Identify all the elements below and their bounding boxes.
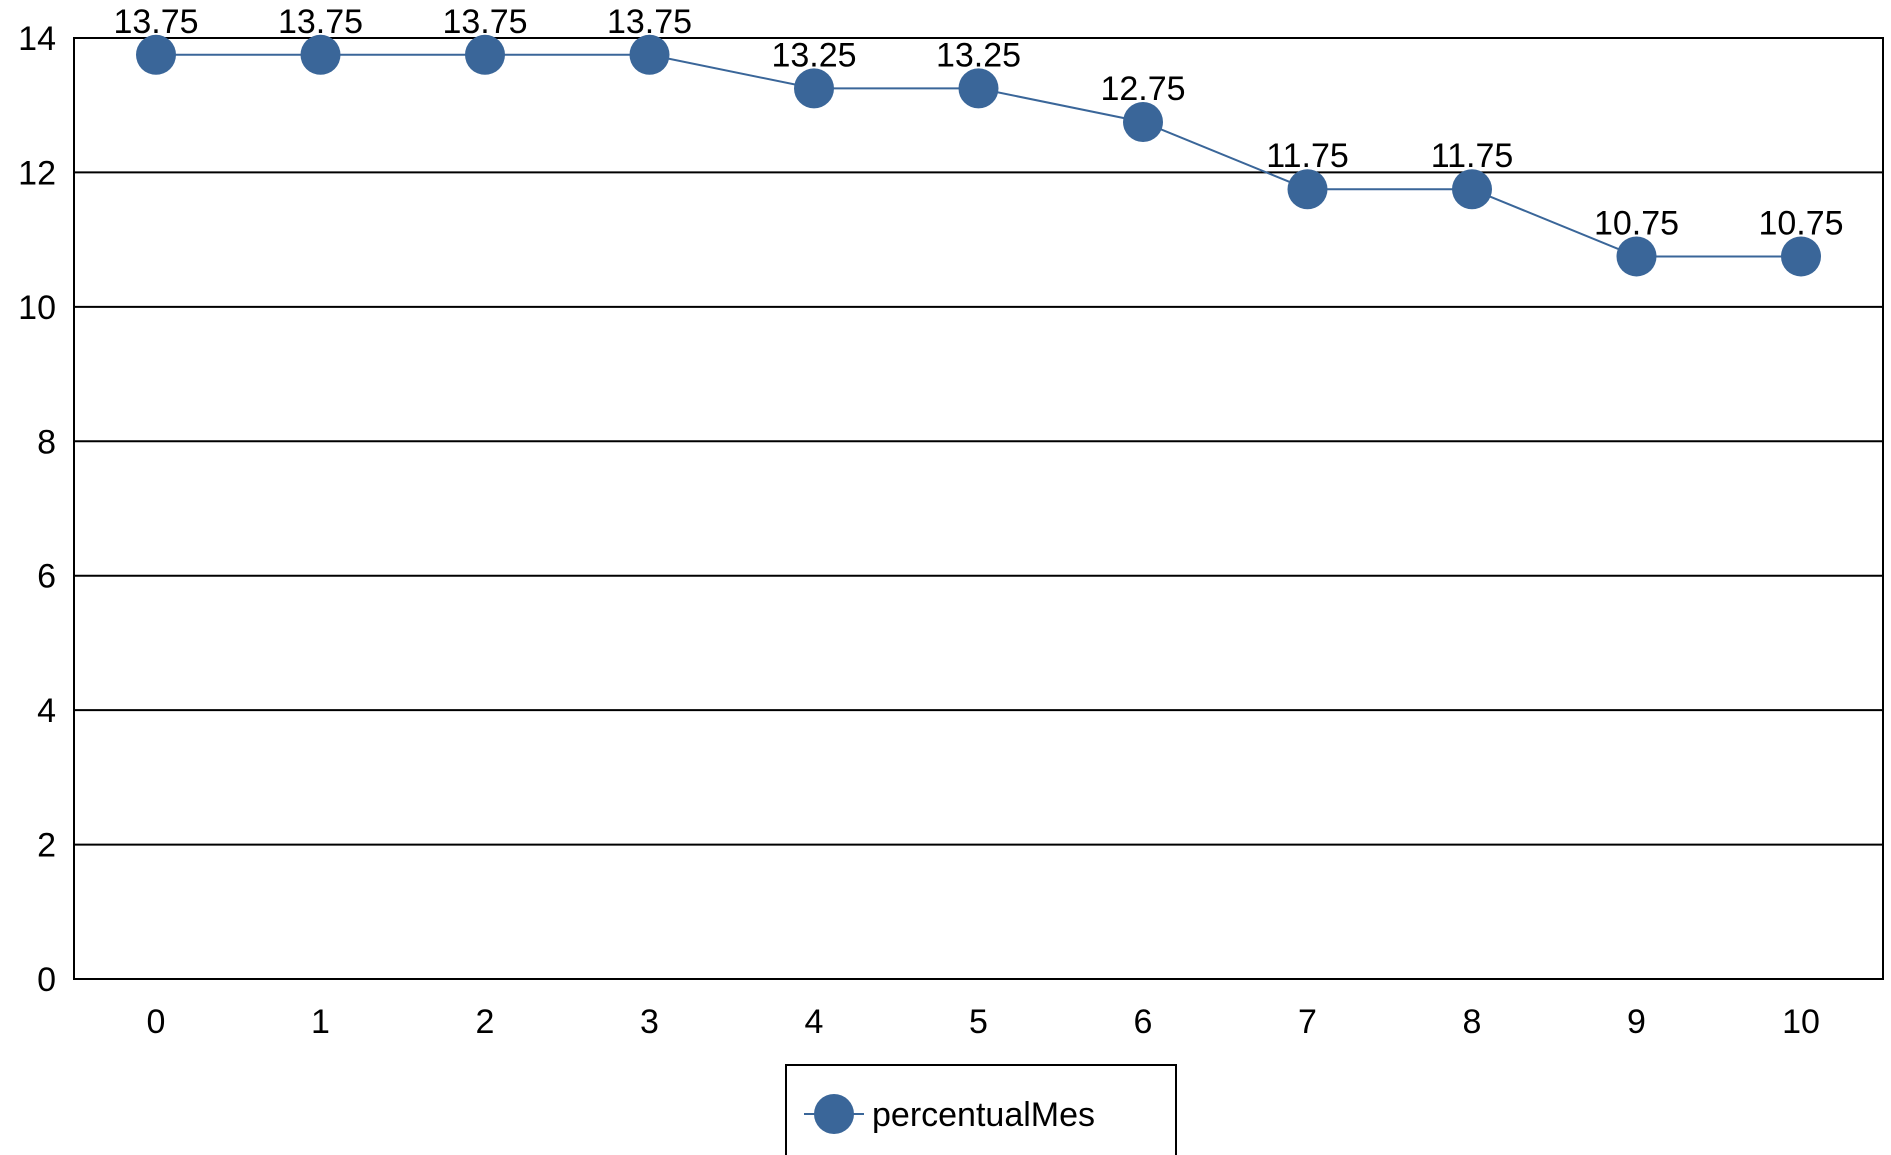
- data-label: 13.25: [936, 36, 1021, 74]
- legend: percentualMes: [785, 1064, 1177, 1155]
- data-label: 11.75: [1431, 137, 1514, 175]
- y-tick-label: 0: [37, 961, 56, 999]
- y-tick-label: 8: [37, 423, 56, 461]
- x-axis: 0 1 2 3 4 5 6 7 8 9 10: [147, 1003, 1820, 1041]
- x-tick-label: 9: [1627, 1003, 1646, 1041]
- grid-layer: [74, 37, 1883, 980]
- x-tick-label: 4: [805, 1003, 824, 1041]
- y-tick-label: 10: [18, 289, 56, 327]
- legend-marker: [814, 1094, 854, 1134]
- data-point: [300, 34, 341, 75]
- data-point: [1287, 169, 1328, 210]
- data-point: [794, 68, 834, 109]
- x-tick-label: 6: [1134, 1003, 1153, 1041]
- data-label: 13.25: [771, 36, 856, 74]
- data-labels: 13.75 13.75 13.75 13.75 13.25 13.25 12.75 11.75…: [113, 3, 1843, 243]
- data-point: [1781, 236, 1821, 277]
- data-label: 13.75: [113, 3, 198, 41]
- x-tick-label: 2: [476, 1003, 495, 1041]
- x-tick-label: 5: [969, 1003, 988, 1041]
- y-axis: 0 2 4 6 8 10 12 14: [18, 20, 56, 999]
- legend-label: percentualMes: [872, 1096, 1095, 1134]
- x-tick-label: 10: [1782, 1003, 1820, 1041]
- data-label: 13.75: [278, 3, 363, 41]
- x-tick-label: 3: [640, 1003, 659, 1041]
- x-tick-label: 8: [1463, 1003, 1482, 1041]
- x-tick-label: 7: [1298, 1003, 1317, 1041]
- data-point: [1123, 102, 1163, 143]
- data-label: 10.75: [1758, 204, 1843, 242]
- plot-area-frame: [73, 37, 1884, 980]
- x-tick-label: 0: [147, 1003, 166, 1041]
- data-point: [465, 34, 505, 75]
- data-point: [136, 34, 176, 75]
- y-tick-label: 14: [18, 20, 56, 58]
- x-tick-label: 1: [311, 1003, 330, 1041]
- y-tick-label: 4: [37, 692, 56, 730]
- data-label: 13.75: [442, 3, 527, 41]
- data-point: [629, 34, 670, 75]
- data-point: [1452, 169, 1492, 210]
- data-label: 13.75: [607, 3, 692, 41]
- data-label: 12.75: [1100, 70, 1185, 108]
- y-tick-label: 6: [37, 558, 56, 596]
- data-label: 10.75: [1594, 204, 1679, 242]
- data-point: [958, 68, 999, 109]
- y-tick-label: 12: [18, 154, 56, 192]
- data-label: 11.75: [1266, 137, 1349, 175]
- data-point: [1616, 236, 1657, 277]
- y-tick-label: 2: [37, 827, 56, 865]
- series-layer: [136, 34, 1821, 277]
